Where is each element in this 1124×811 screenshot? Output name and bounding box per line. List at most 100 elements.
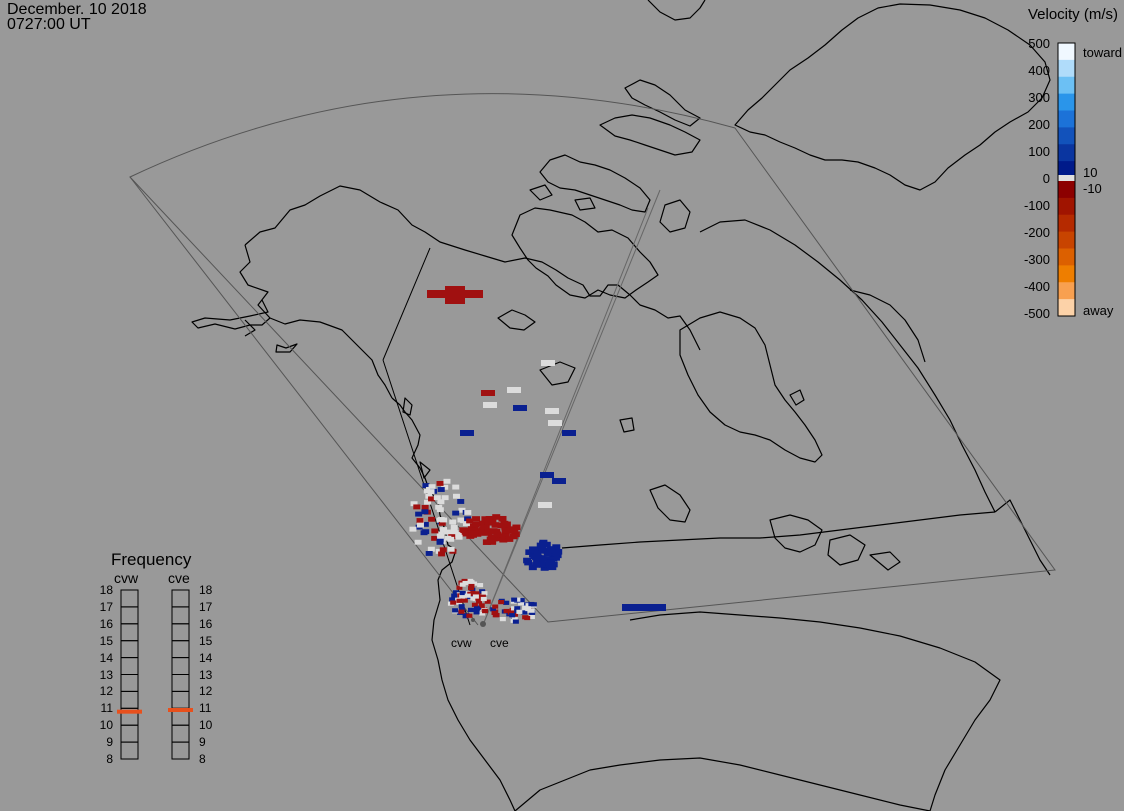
frequency-cell bbox=[171, 589, 190, 608]
frequency-tick-label: 15 bbox=[99, 633, 113, 648]
velocity-cell bbox=[455, 534, 463, 540]
velocity-cell bbox=[461, 598, 468, 603]
velocity-cell bbox=[421, 504, 429, 510]
velocity-cell bbox=[516, 609, 523, 614]
velocity-cell bbox=[518, 598, 525, 603]
frequency-cell bbox=[120, 674, 139, 692]
frequency-cell bbox=[171, 741, 190, 760]
velocity-cell bbox=[435, 548, 443, 554]
velocity-cell bbox=[416, 522, 424, 528]
frequency-cell bbox=[120, 589, 139, 608]
velocity-cell bbox=[541, 360, 555, 366]
velocity-cell bbox=[436, 507, 444, 513]
velocity-cell bbox=[528, 564, 537, 571]
frequency-tick-label: 11 bbox=[199, 701, 212, 716]
velocity-cell bbox=[539, 556, 548, 562]
velocity-cell bbox=[522, 605, 529, 610]
velocity-cell bbox=[480, 524, 489, 530]
velocity-cell bbox=[562, 430, 576, 436]
velocity-cell bbox=[473, 606, 480, 611]
away-label: away bbox=[1083, 303, 1114, 318]
velocity-cell bbox=[485, 515, 494, 522]
velocity-cell bbox=[514, 597, 521, 602]
velocity-cell bbox=[482, 609, 489, 614]
velocity-cell bbox=[479, 611, 486, 616]
velocity-cell bbox=[466, 613, 473, 618]
velocity-cell bbox=[416, 518, 424, 523]
frequency-tick-label: 11 bbox=[100, 701, 113, 716]
frequency-cell bbox=[120, 657, 139, 675]
velocity-cell bbox=[427, 489, 435, 495]
velocity-tick-label: -400 bbox=[1023, 279, 1050, 294]
radar-label-cvw: cvw bbox=[451, 636, 472, 650]
velocity-cell bbox=[484, 599, 491, 604]
velocity-tick-label: 500 bbox=[1028, 36, 1050, 51]
velocity-cell bbox=[503, 608, 510, 614]
velocity-cell bbox=[452, 510, 460, 516]
velocity-cell bbox=[420, 530, 428, 536]
velocity-cell bbox=[528, 614, 535, 620]
frequency-tick-label: 17 bbox=[99, 599, 113, 614]
velocity-cell bbox=[481, 390, 495, 396]
velocity-cell bbox=[499, 617, 506, 622]
velocity-cell bbox=[463, 613, 470, 618]
velocity-cell bbox=[522, 602, 529, 607]
velocity-cell bbox=[410, 501, 418, 507]
frequency-tick-label: 14 bbox=[199, 650, 213, 665]
frequency-tick-label: 13 bbox=[199, 667, 213, 682]
frequency-tick-label: 12 bbox=[99, 684, 113, 699]
velocity-cell bbox=[505, 536, 514, 542]
velocity-cell bbox=[433, 495, 441, 501]
velocity-cell bbox=[480, 596, 487, 602]
velocity-cell bbox=[423, 488, 431, 494]
velocity-cell bbox=[466, 518, 474, 524]
velocity-tick-label: 100 bbox=[1028, 144, 1050, 159]
velocity-cell bbox=[488, 539, 497, 545]
velocity-cell bbox=[521, 610, 528, 615]
frequency-cell bbox=[171, 640, 190, 659]
velocity-cell bbox=[445, 286, 465, 304]
velocity-cell bbox=[490, 607, 497, 612]
velocity-cell bbox=[421, 509, 429, 515]
velocity-cell bbox=[460, 518, 468, 524]
colorbar-segment bbox=[1058, 161, 1075, 179]
velocity-cell bbox=[498, 599, 505, 605]
frequency-gauges bbox=[117, 589, 193, 760]
velocity-cell bbox=[492, 604, 499, 609]
velocity-tick-label: 0 bbox=[1042, 171, 1050, 186]
frequency-cell bbox=[171, 724, 190, 743]
velocity-cell bbox=[508, 526, 517, 533]
frequency-tick-label: 14 bbox=[99, 650, 113, 665]
velocity-cell bbox=[548, 564, 557, 571]
velocity-cell bbox=[452, 608, 459, 613]
velocity-cell bbox=[428, 496, 436, 502]
velocity-tick-label: -300 bbox=[1023, 252, 1050, 267]
velocity-cell bbox=[498, 515, 507, 522]
velocity-cell bbox=[473, 591, 480, 596]
frequency-cell bbox=[120, 724, 139, 743]
frequency-cell bbox=[171, 606, 190, 625]
velocity-cell bbox=[452, 484, 460, 490]
colorbar-segment bbox=[1058, 181, 1075, 199]
velocity-cell bbox=[459, 530, 468, 537]
velocity-cell bbox=[529, 546, 538, 553]
velocity-cell bbox=[546, 556, 555, 563]
velocity-cell bbox=[458, 609, 465, 614]
velocity-cell bbox=[450, 524, 458, 530]
radar-site-marker bbox=[471, 618, 475, 622]
velocity-cell bbox=[458, 604, 465, 609]
velocity-cell bbox=[431, 535, 439, 541]
velocity-cell bbox=[547, 547, 556, 554]
velocity-tick-label: 300 bbox=[1028, 90, 1050, 105]
velocity-cell bbox=[533, 550, 542, 557]
colorbar-segment bbox=[1058, 43, 1075, 61]
velocity-cell bbox=[438, 551, 446, 557]
frequency-tick-label: 9 bbox=[199, 735, 206, 750]
velocity-cell bbox=[552, 550, 561, 557]
velocity-tick-label: -100 bbox=[1023, 198, 1050, 213]
velocity-cell bbox=[548, 420, 562, 426]
colorbar-segment bbox=[1058, 93, 1075, 111]
velocity-cell bbox=[538, 543, 547, 549]
colorbar-segment bbox=[1058, 59, 1075, 78]
toward-label: toward bbox=[1083, 45, 1123, 60]
